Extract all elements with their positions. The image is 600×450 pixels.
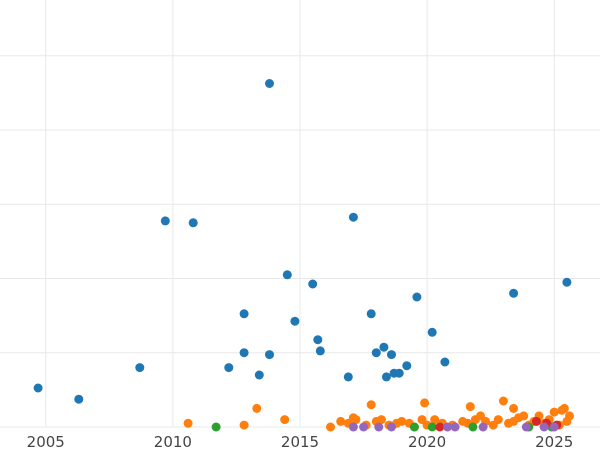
data-point bbox=[348, 212, 358, 222]
data-point bbox=[420, 398, 430, 408]
data-point bbox=[435, 422, 445, 432]
data-point bbox=[402, 361, 412, 371]
data-points bbox=[33, 79, 574, 432]
data-point bbox=[280, 415, 290, 425]
data-point bbox=[498, 396, 508, 406]
data-point bbox=[351, 415, 361, 425]
data-point bbox=[371, 348, 381, 358]
data-point bbox=[33, 383, 43, 393]
data-point bbox=[443, 422, 452, 432]
data-point bbox=[430, 415, 440, 425]
data-point bbox=[265, 350, 274, 360]
data-point bbox=[366, 309, 376, 319]
data-point bbox=[509, 288, 519, 298]
gridlines bbox=[0, 0, 600, 428]
data-point bbox=[412, 292, 422, 302]
x-tick-label: 2015 bbox=[281, 433, 319, 450]
data-point bbox=[440, 357, 450, 367]
data-point bbox=[539, 422, 549, 432]
data-point bbox=[521, 422, 531, 432]
data-point bbox=[465, 402, 475, 412]
data-point bbox=[282, 270, 292, 280]
data-point bbox=[531, 416, 541, 426]
data-point bbox=[450, 422, 460, 432]
data-point bbox=[549, 407, 559, 417]
data-point bbox=[387, 350, 396, 360]
x-axis-ticks: 2005 2010 2015 2020 2025 bbox=[27, 433, 574, 450]
data-point bbox=[387, 422, 396, 432]
data-point bbox=[549, 422, 559, 432]
data-point bbox=[239, 420, 249, 430]
data-point bbox=[326, 422, 335, 432]
data-point bbox=[239, 309, 249, 319]
data-point bbox=[366, 400, 376, 410]
data-point bbox=[239, 348, 249, 358]
data-point bbox=[359, 422, 369, 432]
data-point bbox=[409, 422, 419, 432]
data-point bbox=[394, 368, 404, 378]
data-point bbox=[562, 277, 572, 287]
data-point bbox=[348, 422, 358, 432]
data-point bbox=[265, 79, 274, 88]
data-point bbox=[374, 422, 384, 432]
data-point bbox=[290, 316, 300, 326]
data-point bbox=[188, 218, 198, 228]
x-tick-label: 2020 bbox=[408, 433, 446, 450]
x-tick-label: 2005 bbox=[27, 433, 65, 450]
data-point bbox=[427, 422, 437, 432]
data-point bbox=[183, 418, 193, 428]
data-point bbox=[308, 279, 318, 289]
data-point bbox=[478, 422, 488, 432]
data-point bbox=[224, 363, 234, 373]
data-point bbox=[376, 415, 386, 425]
data-point bbox=[211, 422, 221, 432]
data-point bbox=[493, 415, 503, 425]
data-point bbox=[74, 394, 84, 404]
x-tick-label: 2025 bbox=[535, 433, 573, 450]
data-point bbox=[343, 372, 353, 382]
data-point bbox=[519, 411, 529, 421]
data-point bbox=[252, 403, 262, 413]
data-point bbox=[565, 411, 574, 421]
data-point bbox=[381, 372, 391, 382]
data-point bbox=[379, 342, 389, 352]
data-point bbox=[559, 403, 569, 413]
data-point bbox=[509, 403, 519, 413]
x-tick-label: 2010 bbox=[154, 433, 192, 450]
data-point bbox=[315, 346, 325, 356]
data-point bbox=[427, 327, 437, 337]
data-point bbox=[254, 370, 264, 380]
data-point bbox=[336, 416, 346, 426]
data-point bbox=[468, 422, 478, 432]
data-point bbox=[160, 216, 170, 226]
data-point bbox=[313, 335, 323, 345]
data-point bbox=[135, 363, 145, 373]
data-point bbox=[397, 416, 407, 426]
